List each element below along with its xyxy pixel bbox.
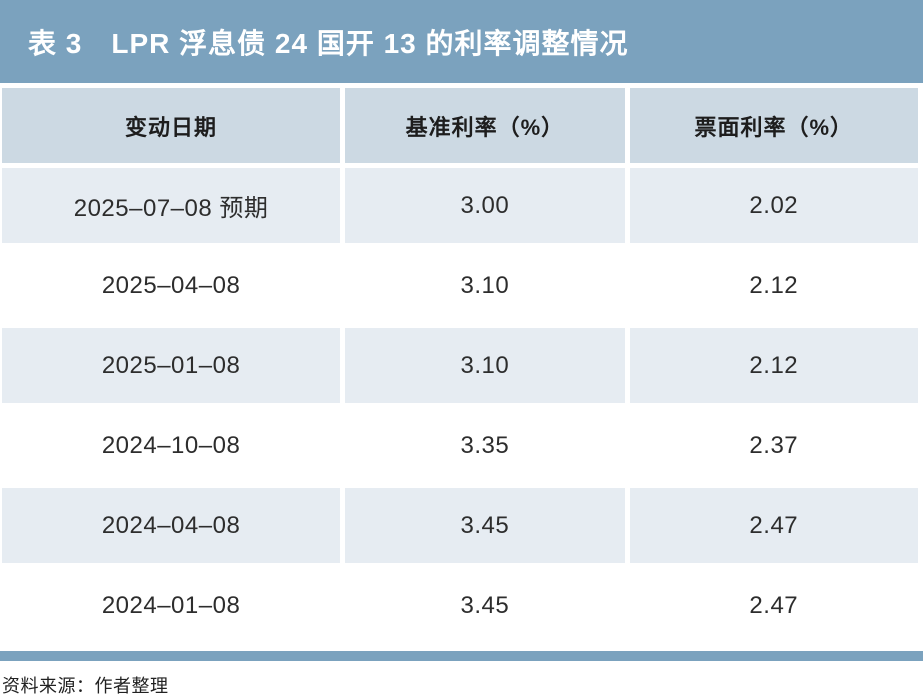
- column-header-base-rate: 基准利率（%）: [345, 88, 625, 163]
- coupon-rate-cell: 2.12: [629, 248, 918, 323]
- base-rate-cell: 3.00: [345, 168, 625, 243]
- base-rate-cell: 3.35: [345, 408, 625, 483]
- coupon-rate-cell: 2.02: [629, 168, 918, 243]
- rate-adjustment-table: 变动日期 基准利率（%） 票面利率（%） 2025–07–08 预期 3.00 …: [2, 88, 918, 643]
- base-rate-cell: 3.10: [345, 328, 625, 403]
- table-title-bar: 表 3 LPR 浮息债 24 国开 13 的利率调整情况: [0, 0, 923, 83]
- date-cell: 2025–04–08: [2, 248, 341, 323]
- source-note: 资料来源：作者整理: [2, 676, 169, 696]
- date-cell: 2025–01–08: [2, 328, 341, 403]
- column-header-change-date: 变动日期: [2, 88, 341, 163]
- coupon-rate-cell: 2.37: [629, 408, 918, 483]
- column-header-coupon-rate: 票面利率（%）: [629, 88, 918, 163]
- base-rate-cell: 3.45: [345, 488, 625, 563]
- date-cell: 2025–07–08 预期: [2, 168, 341, 243]
- coupon-rate-cell: 2.12: [629, 328, 918, 403]
- base-rate-cell: 3.45: [345, 568, 625, 643]
- table-title: 表 3 LPR 浮息债 24 国开 13 的利率调整情况: [28, 27, 629, 59]
- date-cell: 2024–10–08: [2, 408, 341, 483]
- date-cell: 2024–04–08: [2, 488, 341, 563]
- coupon-rate-cell: 2.47: [629, 488, 918, 563]
- base-rate-cell: 3.10: [345, 248, 625, 323]
- footer-rule: [0, 651, 923, 661]
- date-cell: 2024–01–08: [2, 568, 341, 643]
- coupon-rate-cell: 2.47: [629, 568, 918, 643]
